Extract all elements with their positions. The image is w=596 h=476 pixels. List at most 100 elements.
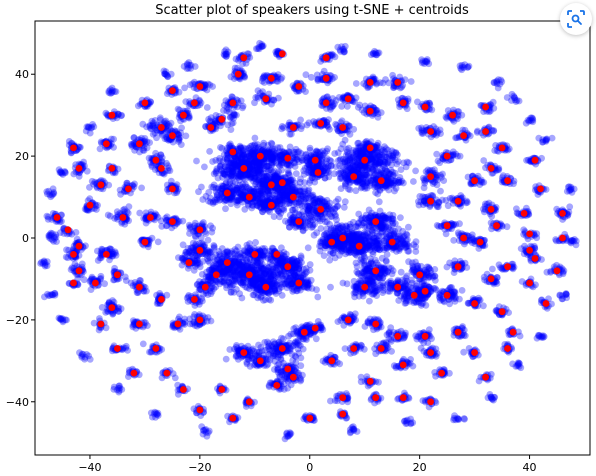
speaker-point	[164, 167, 172, 174]
speaker-point	[260, 159, 268, 167]
speaker-point	[252, 167, 259, 175]
speaker-point	[223, 194, 231, 202]
speaker-point	[229, 183, 237, 190]
speaker-point	[229, 160, 237, 167]
speaker-point	[291, 153, 299, 161]
speaker-point	[251, 158, 258, 165]
speaker-point	[213, 196, 221, 203]
speaker-point	[260, 181, 268, 189]
speaker-point	[248, 163, 256, 171]
speaker-point	[270, 156, 277, 164]
speaker-point	[221, 163, 229, 171]
speaker-point	[278, 166, 285, 174]
speaker-point	[244, 159, 252, 167]
speaker-point	[277, 152, 285, 160]
speaker-point	[219, 185, 227, 193]
speaker-point	[270, 172, 278, 180]
speaker-point	[251, 159, 259, 166]
speaker-point	[260, 158, 268, 166]
speaker-point	[212, 185, 220, 192]
speaker-point	[301, 179, 308, 187]
speaker-point	[244, 188, 252, 195]
speaker-point	[220, 168, 228, 175]
speaker-point	[293, 154, 300, 161]
speaker-point	[247, 173, 255, 181]
speaker-point	[271, 288, 279, 295]
speaker-point	[322, 169, 330, 177]
speaker-point	[233, 185, 241, 193]
speaker-point	[226, 346, 234, 353]
speaker-point	[282, 149, 289, 157]
speaker-point	[237, 144, 245, 152]
speaker-point	[313, 148, 321, 156]
speaker-point	[257, 189, 265, 197]
speaker-point	[245, 171, 253, 179]
speaker-point	[217, 161, 225, 169]
speaker-point	[423, 263, 431, 271]
speaker-point	[323, 166, 331, 174]
speaker-point	[376, 158, 383, 166]
speaker-point	[227, 195, 235, 203]
speaker-point	[252, 144, 259, 152]
speaker-point	[420, 294, 427, 302]
speaker-point	[268, 156, 276, 163]
speaker-point	[259, 187, 266, 195]
speaker-point	[229, 188, 237, 195]
speaker-point	[268, 153, 275, 161]
speaker-point	[221, 184, 229, 191]
speaker-point	[212, 168, 220, 176]
speaker-point	[224, 194, 232, 202]
speaker-point	[258, 180, 266, 188]
speaker-point	[195, 188, 202, 196]
speaker-point	[303, 153, 311, 161]
speaker-point	[252, 180, 259, 188]
speaker-point	[276, 155, 284, 163]
speaker-point	[292, 170, 300, 178]
speaker-point	[242, 172, 249, 179]
speaker-point	[320, 167, 327, 175]
speaker-point	[283, 182, 291, 190]
speaker-point	[256, 199, 263, 206]
speaker-point	[319, 215, 326, 223]
speaker-point	[240, 174, 248, 182]
speaker-point	[238, 192, 246, 200]
speaker-point	[280, 186, 288, 194]
speaker-point	[266, 148, 274, 156]
speaker-point	[219, 170, 227, 177]
speaker-point	[246, 170, 254, 178]
speaker-point	[306, 163, 313, 170]
speaker-point	[258, 192, 266, 200]
speaker-point	[232, 178, 239, 186]
speaker-point	[207, 194, 214, 202]
speaker-point	[277, 184, 285, 192]
speaker-point	[359, 292, 367, 300]
speaker-point	[297, 154, 305, 162]
speaker-point	[263, 153, 271, 161]
speaker-point	[299, 371, 306, 379]
speaker-point	[257, 199, 265, 207]
speaker-point	[247, 174, 255, 181]
speaker-point	[198, 183, 205, 191]
speaker-point	[312, 148, 320, 156]
speaker-point	[277, 151, 284, 159]
speaker-point	[235, 151, 243, 159]
speaker-point	[422, 271, 430, 279]
speaker-point	[227, 159, 235, 167]
speaker-point	[223, 168, 231, 176]
speaker-point	[250, 172, 258, 179]
speaker-point	[263, 158, 270, 166]
speaker-point	[262, 152, 270, 160]
speaker-point	[286, 179, 293, 187]
speaker-point	[274, 188, 282, 196]
speaker-point	[239, 159, 247, 167]
speaker-point	[258, 189, 266, 196]
speaker-point	[253, 202, 261, 209]
speaker-point	[262, 176, 270, 184]
speaker-point	[229, 159, 237, 167]
speaker-point	[265, 154, 272, 162]
speaker-point	[245, 152, 253, 160]
speaker-point	[146, 122, 154, 130]
speaker-point	[320, 167, 327, 175]
speaker-point	[241, 247, 249, 255]
speaker-point	[360, 146, 367, 154]
